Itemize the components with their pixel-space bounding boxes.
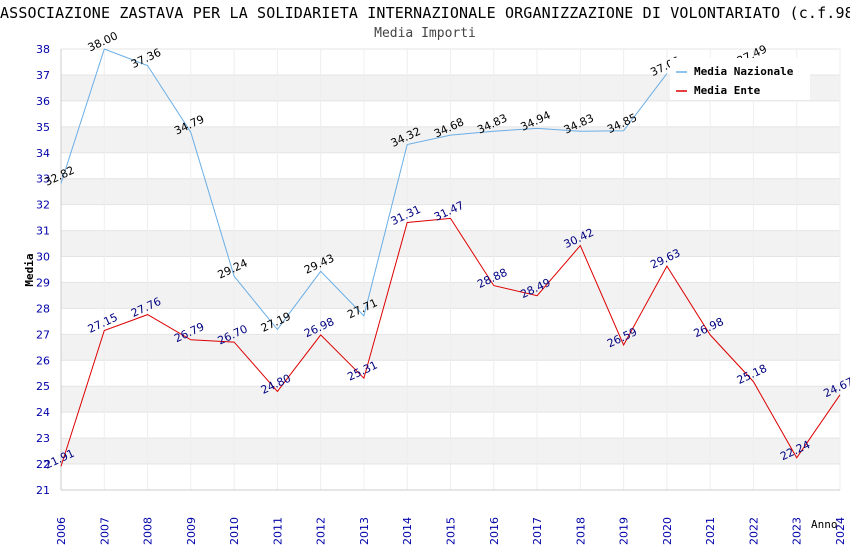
legend-label-nazionale: Media Nazionale bbox=[694, 65, 794, 78]
legend: Media Nazionale Media Ente bbox=[670, 58, 810, 100]
x-tick-label: 2022 bbox=[747, 517, 760, 545]
x-tick-label: 2016 bbox=[488, 517, 501, 545]
x-tick-label: 2015 bbox=[445, 517, 458, 545]
y-tick-label: 23 bbox=[36, 432, 50, 445]
y-tick-label: 25 bbox=[36, 380, 50, 393]
chart-subtitle: Media Importi bbox=[374, 26, 476, 41]
legend-label-ente: Media Ente bbox=[694, 84, 761, 97]
x-tick-label: 2021 bbox=[704, 517, 717, 545]
y-tick-label: 28 bbox=[36, 302, 50, 315]
y-axis-label: Media bbox=[23, 253, 36, 286]
x-tick-label: 2023 bbox=[791, 517, 804, 545]
data-label: 25.18 bbox=[735, 362, 769, 387]
y-tick-label: 21 bbox=[36, 484, 50, 497]
y-tick-label: 38 bbox=[36, 43, 50, 56]
series-layer bbox=[60, 48, 841, 467]
x-tick-label: 2009 bbox=[185, 517, 198, 545]
data-label: 38.00 bbox=[86, 29, 120, 54]
y-tick-label: 37 bbox=[36, 69, 50, 82]
data-label: 21.91 bbox=[42, 447, 76, 472]
x-tick-label: 2006 bbox=[55, 517, 68, 545]
x-tick-label: 2008 bbox=[142, 517, 155, 545]
y-tick-label: 26 bbox=[36, 354, 50, 367]
x-tick-label: 2010 bbox=[228, 517, 241, 545]
chart-title: ASSOCIAZIONE ZASTAVA PER LA SOLIDARIETA … bbox=[0, 4, 850, 22]
y-tick-label: 24 bbox=[36, 406, 50, 419]
data-label: 31.31 bbox=[389, 203, 423, 228]
x-tick-labels: 2006 2007 2008 2009 2010 2011 2012 2013 2014 2015… bbox=[55, 517, 847, 545]
y-tick-label: 36 bbox=[36, 95, 50, 108]
x-tick-label: 2024 bbox=[834, 517, 847, 545]
data-label: 27.15 bbox=[86, 311, 120, 336]
x-tick-label: 2011 bbox=[271, 517, 284, 545]
axes bbox=[60, 49, 840, 491]
legend-box bbox=[670, 58, 810, 100]
x-axis-label: Anno bbox=[811, 518, 838, 531]
y-tick-label: 31 bbox=[36, 225, 50, 238]
y-tick-labels: 21 22 23 24 25 26 27 28 29 30 31 32 33 34 35 36 37 38 bbox=[36, 43, 50, 497]
y-tick-label: 29 bbox=[36, 276, 50, 289]
plot-background bbox=[60, 48, 841, 491]
x-tick-label: 2007 bbox=[98, 517, 111, 545]
x-tick-label: 2019 bbox=[618, 517, 631, 545]
x-tick-label: 2018 bbox=[574, 517, 587, 545]
y-tick-label: 33 bbox=[36, 173, 50, 186]
y-tick-label: 32 bbox=[36, 199, 50, 212]
y-tick-label: 30 bbox=[36, 251, 50, 264]
y-tick-label: 35 bbox=[36, 121, 50, 134]
x-tick-label: 2012 bbox=[315, 517, 328, 545]
series-line-0 bbox=[60, 48, 668, 331]
series-line-1 bbox=[60, 217, 841, 467]
x-tick-label: 2014 bbox=[401, 517, 414, 545]
data-label: 25.31 bbox=[345, 358, 379, 383]
y-tick-label: 27 bbox=[36, 328, 50, 341]
x-tick-label: 2013 bbox=[358, 517, 371, 545]
data-label: 37.36 bbox=[129, 46, 163, 71]
x-tick-label: 2017 bbox=[531, 517, 544, 545]
y-tick-label: 34 bbox=[36, 147, 50, 160]
y-tick-label: 22 bbox=[36, 458, 50, 471]
data-label: 29.24 bbox=[216, 257, 250, 282]
x-tick-label: 2020 bbox=[661, 517, 674, 545]
